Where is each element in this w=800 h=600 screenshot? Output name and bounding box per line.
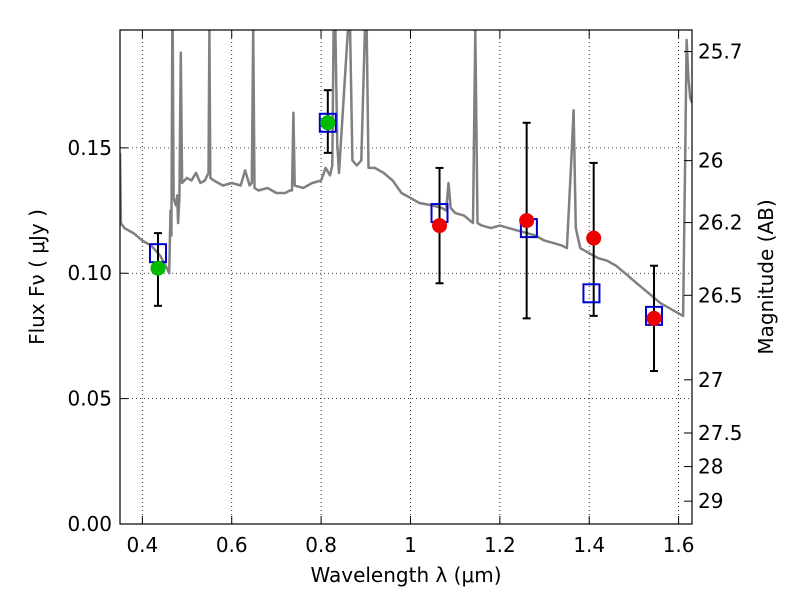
observed-green-point: [150, 260, 166, 276]
observed-red-point: [432, 218, 448, 234]
y2-tick-label: 28: [698, 455, 723, 479]
y-tick-label: 0.10: [67, 261, 112, 285]
y2-axis-label: Magnitude (AB): [754, 199, 778, 354]
plot-frame: [119, 29, 693, 525]
y-axis-label: Flux Fν ( μJy ): [25, 209, 49, 345]
y2-tick-label: 26.5: [698, 283, 743, 307]
x-tick-label: 0.8: [305, 533, 337, 557]
axis-ticks: 0.4 0.6 0.8 1 1.2 1.4 1.6 0.00 0.05 0.10 0.15 25.7 2…: [67, 30, 743, 557]
model-photometry-square: [582, 283, 601, 304]
x-tick-label: 1.4: [573, 533, 605, 557]
model-photometry-square: [318, 112, 337, 133]
x-tick-label: 1.6: [663, 533, 695, 557]
y-tick-label: 0.00: [67, 512, 112, 536]
model-spectrum-layer: [120, 30, 692, 318]
observed-green-point: [320, 115, 336, 131]
y-tick-label: 0.15: [67, 136, 112, 160]
x-tick-label: 0.4: [126, 533, 158, 557]
y2-tick-label: 26: [698, 149, 723, 173]
observed-red-point: [519, 213, 535, 229]
observed-red-point: [586, 230, 602, 246]
y2-tick-label: 27: [698, 368, 723, 392]
y2-tick-label: 26.2: [698, 211, 743, 235]
gridlines: [120, 30, 692, 525]
model-spectrum-line: [120, 30, 692, 318]
y2-tick-label: 25.7: [698, 40, 743, 64]
x-tick-label: 0.6: [216, 533, 248, 557]
x-axis-label: Wavelength λ (μm): [310, 563, 501, 587]
y2-tick-label: 29: [698, 489, 723, 513]
y2-tick-label: 27.5: [698, 421, 743, 445]
y-tick-label: 0.05: [67, 387, 112, 411]
observed-red-point: [646, 310, 662, 326]
x-tick-label: 1.2: [484, 533, 516, 557]
x-tick-label: 1: [404, 533, 417, 557]
photometry-layer: [148, 89, 664, 373]
